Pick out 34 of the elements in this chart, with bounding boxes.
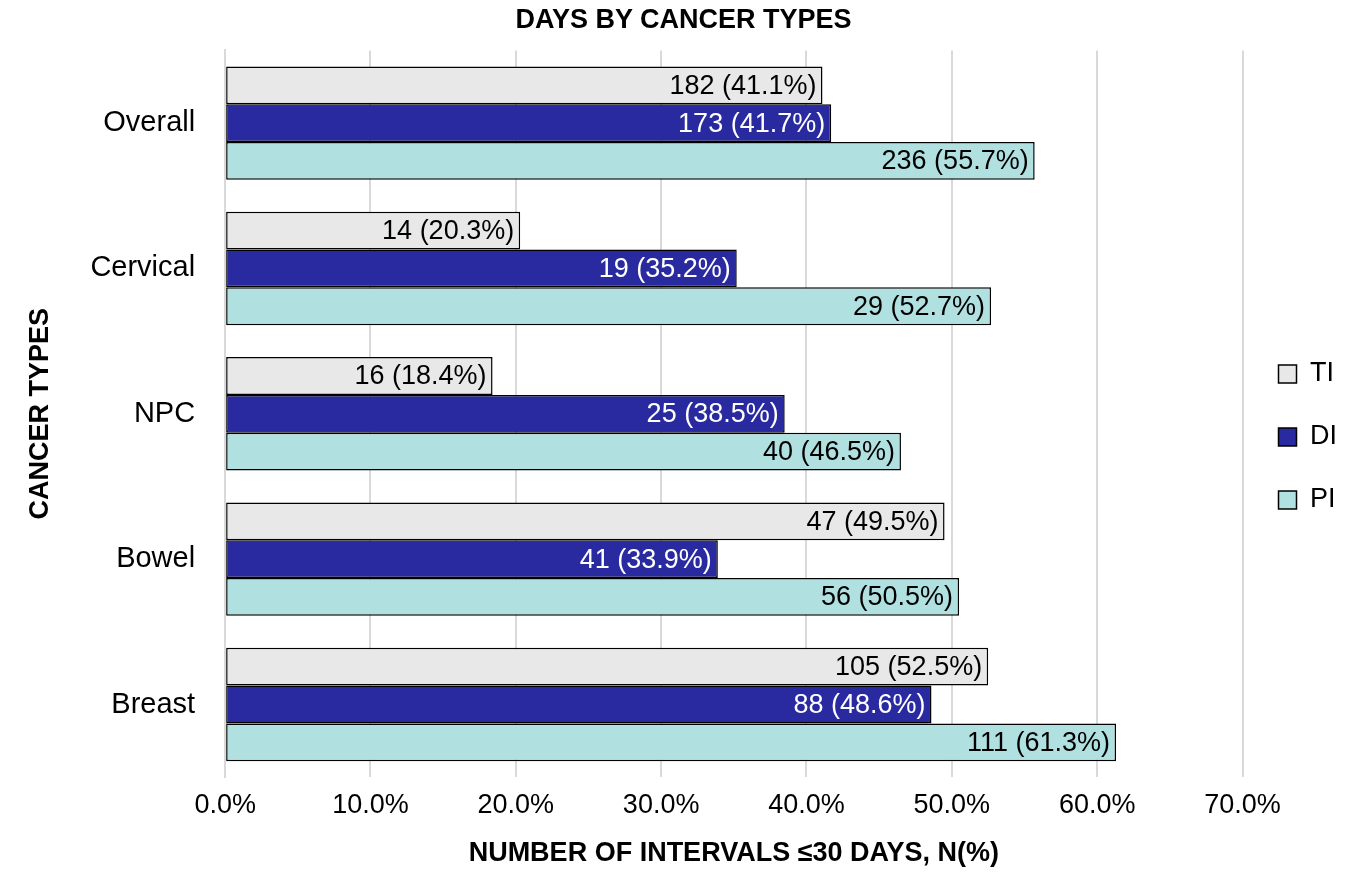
chart-title: DAYS BY CANCER TYPES — [515, 3, 852, 34]
data-label: 182 (41.1%) — [669, 69, 817, 100]
data-label: 40 (46.5%) — [762, 436, 895, 467]
x-tick-label: 10.0% — [332, 788, 409, 819]
data-label: 236 (55.7%) — [881, 145, 1029, 176]
data-label: 173 (41.7%) — [678, 107, 826, 138]
x-tick-label: 50.0% — [913, 788, 991, 819]
y-tick-label: Breast — [111, 686, 196, 719]
x-tick-label: 20.0% — [477, 788, 555, 819]
data-label: 47 (49.5%) — [806, 505, 939, 536]
legend-label: PI — [1310, 483, 1336, 514]
x-tick-label: 60.0% — [1058, 788, 1136, 819]
data-label: 14 (20.3%) — [382, 215, 515, 246]
x-tick-label: 40.0% — [768, 788, 845, 819]
y-tick-label: NPC — [133, 395, 196, 428]
data-label: 105 (52.5%) — [835, 651, 983, 682]
x-tick-label: 30.0% — [622, 788, 700, 819]
data-label: 111 (61.3%) — [966, 726, 1111, 757]
y-tick-label: Overall — [103, 105, 196, 138]
y-tick-label: Bowel — [116, 541, 196, 574]
data-label: 88 (48.6%) — [793, 688, 926, 719]
y-axis-title: CANCER TYPES — [23, 308, 54, 520]
data-label: 41 (33.9%) — [579, 543, 712, 574]
legend-label: DI — [1310, 420, 1337, 451]
data-label: 19 (35.2%) — [598, 252, 731, 283]
data-label: 29 (52.7%) — [852, 290, 986, 321]
data-label: 25 (38.5%) — [646, 398, 779, 429]
legend-label: TI — [1310, 357, 1334, 388]
x-tick-label: 0.0% — [194, 788, 256, 819]
x-tick-label: 70.0% — [1204, 788, 1281, 819]
x-axis-title: NUMBER OF INTERVALS ≤30 DAYS, N(%) — [468, 837, 1000, 868]
data-label: 16 (18.4%) — [354, 360, 487, 391]
data-label: 56 (50.5%) — [821, 581, 954, 612]
y-tick-label: Cervical — [90, 250, 196, 283]
